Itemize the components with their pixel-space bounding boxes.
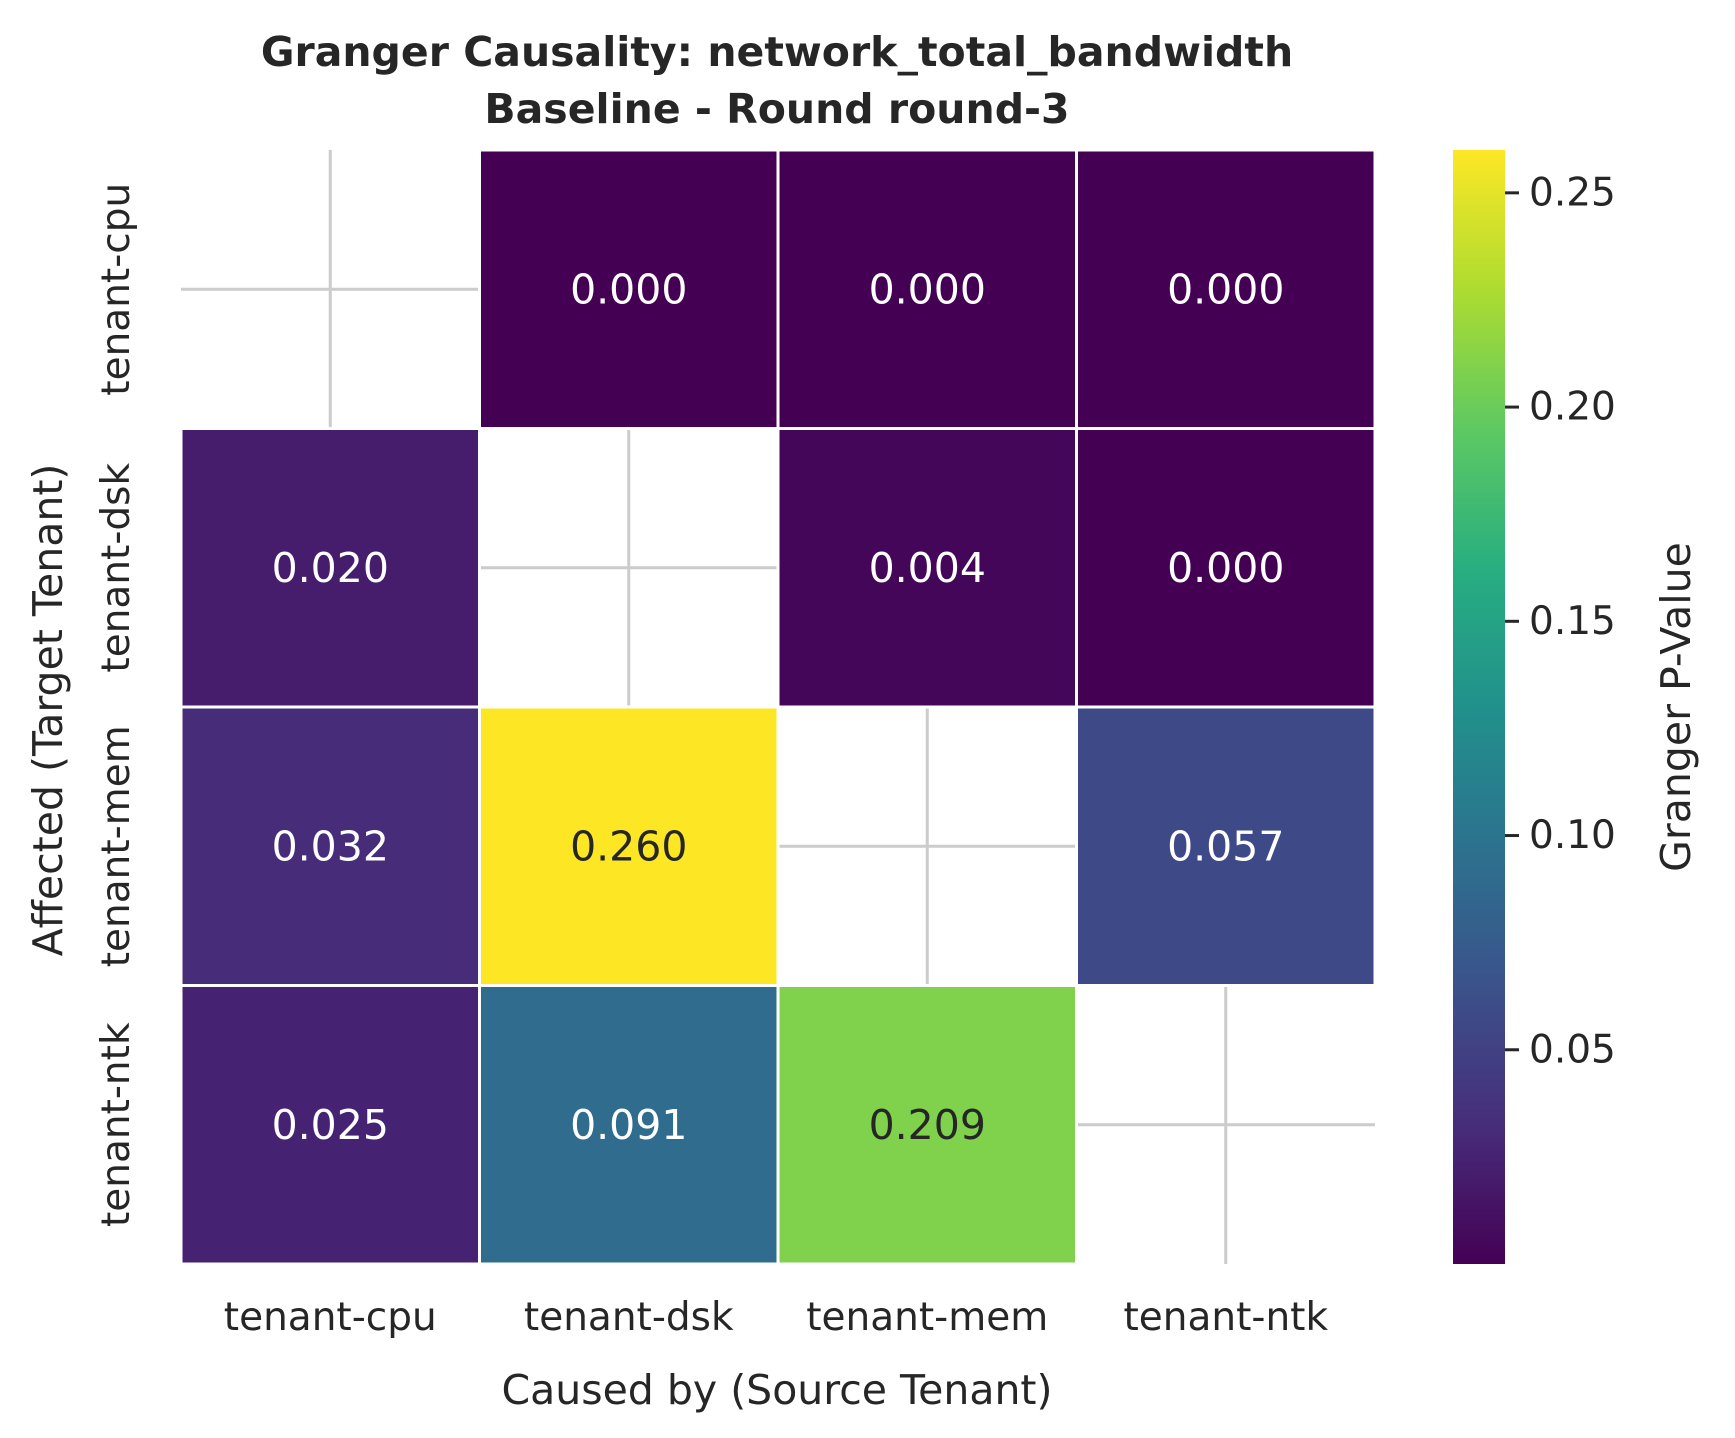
y-tick-label: tenant-cpu bbox=[94, 183, 139, 396]
colorbar-tick-label: 0.15 bbox=[1529, 599, 1616, 644]
x-tick-label: tenant-mem bbox=[806, 1295, 1048, 1340]
cell-value-label: 0.091 bbox=[570, 1101, 687, 1149]
x-axis-label: Caused by (Source Tenant) bbox=[501, 1366, 1052, 1414]
heatmap-cells bbox=[179, 148, 1377, 1266]
heatmap-cell bbox=[478, 984, 780, 1266]
heatmap-cell bbox=[1075, 148, 1377, 430]
y-tick-label: tenant-dsk bbox=[94, 463, 139, 673]
colorbar-tick-label: 0.25 bbox=[1529, 170, 1616, 215]
cell-value-label: 0.025 bbox=[272, 1101, 389, 1149]
cell-value-label: 0.000 bbox=[869, 265, 986, 313]
cell-value-label: 0.057 bbox=[1167, 822, 1284, 870]
cell-value-label: 0.032 bbox=[272, 822, 389, 870]
colorbar-tick-label: 0.10 bbox=[1529, 813, 1616, 858]
x-tick-label: tenant-cpu bbox=[224, 1295, 437, 1340]
cell-value-label: 0.004 bbox=[869, 544, 986, 592]
chart-title: Granger Causality: network_total_bandwid… bbox=[261, 28, 1293, 76]
colorbar bbox=[1453, 150, 1505, 1264]
heatmap-cell bbox=[478, 705, 780, 987]
x-tick-labels: tenant-cpu tenant-dsk tenant-mem tenant-ntk bbox=[224, 1295, 1329, 1340]
cell-value-label: 0.000 bbox=[1167, 265, 1284, 313]
chart-subtitle: Baseline - Round round-3 bbox=[484, 85, 1069, 133]
cell-value-label: 0.000 bbox=[1167, 544, 1284, 592]
colorbar-label: Granger P-Value bbox=[1652, 542, 1700, 872]
cell-value-label: 0.209 bbox=[869, 1101, 986, 1149]
heatmap-cell bbox=[1075, 705, 1377, 987]
y-tick-labels: tenant-cpu tenant-dsk tenant-mem tenant-ntk bbox=[94, 183, 139, 1227]
x-tick-label: tenant-dsk bbox=[524, 1295, 734, 1340]
colorbar-ticks: 0.05 0.10 0.15 0.20 0.25 bbox=[1505, 170, 1616, 1072]
cell-value-label: 0.000 bbox=[570, 265, 687, 313]
x-tick-label: tenant-ntk bbox=[1123, 1295, 1328, 1340]
heatmap-cell bbox=[776, 984, 1078, 1266]
heatmap-cell bbox=[179, 427, 481, 709]
heatmap-cell bbox=[478, 148, 780, 430]
cell-value-label: 0.020 bbox=[272, 544, 389, 592]
heatmap-cell bbox=[179, 705, 481, 987]
colorbar-tick-label: 0.20 bbox=[1529, 385, 1616, 430]
heatmap-cell-labels: 0.000 0.000 0.000 0.020 0.004 0.000 0.032 0.260… bbox=[272, 265, 1285, 1149]
y-tick-label: tenant-ntk bbox=[94, 1022, 139, 1227]
heatmap-cell bbox=[776, 148, 1078, 430]
cell-value-label: 0.260 bbox=[570, 822, 687, 870]
heatmap-cell bbox=[1075, 427, 1377, 709]
y-axis-label: Affected (Target Tenant) bbox=[24, 464, 72, 957]
colorbar-tick-label: 0.05 bbox=[1529, 1027, 1616, 1072]
y-tick-label: tenant-mem bbox=[94, 725, 139, 967]
